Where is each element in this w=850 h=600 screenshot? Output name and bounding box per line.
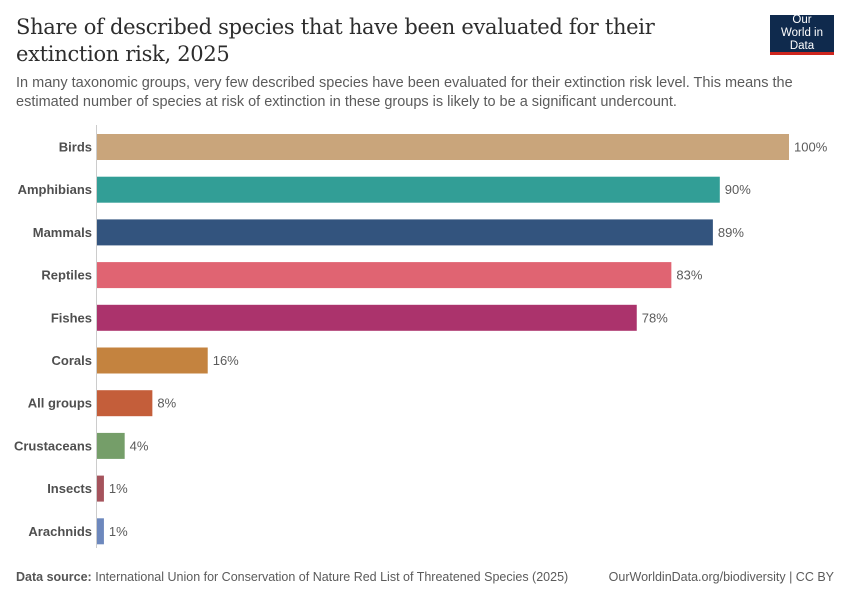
category-label: Mammals (33, 225, 92, 240)
bar-all-groups[interactable] (97, 390, 153, 417)
value-label: 90% (725, 182, 751, 197)
category-label: Arachnids (28, 524, 92, 539)
bar-fishes[interactable] (97, 304, 637, 331)
bar-amphibians[interactable] (97, 176, 720, 203)
bar-corals[interactable] (97, 347, 208, 374)
category-label: Insects (47, 481, 92, 496)
bar-chart: Birds 100% Amphibians 90% Mammals 89% Reptiles… (14, 125, 828, 548)
bar-reptiles[interactable] (97, 262, 672, 289)
category-label: Fishes (51, 310, 92, 325)
category-label: Birds (59, 140, 92, 155)
value-label: 78% (642, 310, 668, 325)
value-label: 16% (213, 353, 239, 368)
source-label: Data source: (16, 570, 92, 584)
bar-mammals[interactable] (97, 219, 713, 246)
owid-logo[interactable]: Our World in Data (770, 14, 834, 55)
bar-crustaceans[interactable] (97, 432, 125, 459)
bar-insects[interactable] (97, 475, 104, 502)
value-label: 100% (794, 140, 828, 155)
credit-link[interactable]: OurWorldinData.org/biodiversity | CC BY (608, 570, 834, 584)
bar-birds[interactable] (97, 134, 789, 160)
value-label: 89% (718, 225, 744, 240)
category-label: All groups (28, 396, 92, 411)
chart-title: Share of described species that have bee… (16, 15, 655, 66)
value-label: 83% (676, 268, 702, 283)
data-source: Data source: International Union for Con… (16, 570, 568, 584)
category-label: Crustaceans (14, 438, 92, 453)
value-label: 1% (109, 481, 128, 496)
logo-text: Our World in Data (781, 14, 823, 52)
category-label: Reptiles (41, 268, 92, 283)
source-text: International Union for Conservation of … (95, 570, 569, 584)
value-label: 4% (130, 438, 149, 453)
category-label: Corals (52, 353, 92, 368)
value-label: 8% (157, 396, 176, 411)
value-label: 1% (109, 524, 128, 539)
category-label: Amphibians (18, 182, 92, 197)
chart-subtitle: In many taxonomic groups, very few descr… (16, 75, 793, 110)
bar-arachnids[interactable] (97, 518, 104, 545)
